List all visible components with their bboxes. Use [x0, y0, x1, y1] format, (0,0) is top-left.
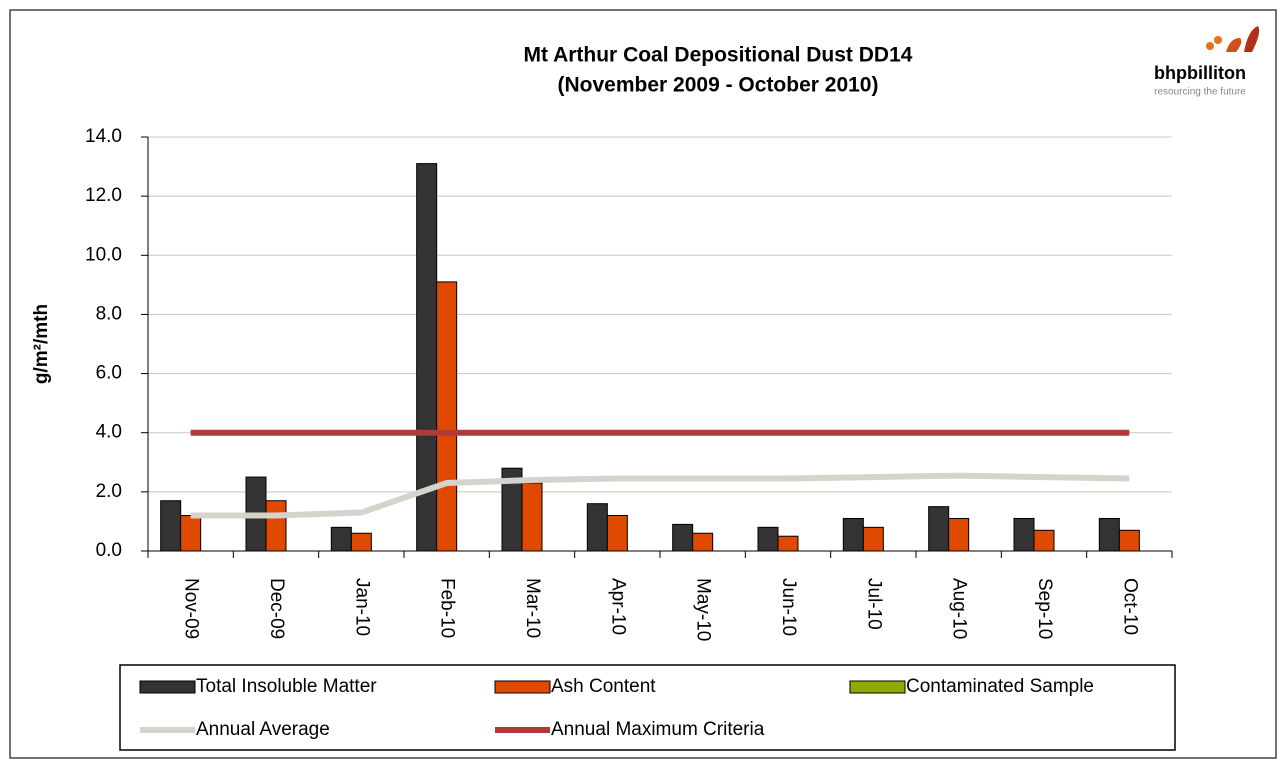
- bar: [521, 482, 543, 552]
- bar: [606, 515, 628, 552]
- y-tick-label: 4.0: [96, 422, 122, 443]
- legend: [119, 664, 1176, 751]
- bar: [672, 523, 694, 552]
- bar: [586, 503, 608, 552]
- chart-frame: [9, 9, 1277, 759]
- bar: [350, 532, 372, 552]
- legend-label: Contaminated Sample: [906, 676, 1094, 697]
- x-tick-label: Mar-10: [522, 578, 543, 638]
- bar: [842, 517, 864, 552]
- x-tick-label: May-10: [693, 578, 714, 641]
- bar: [928, 506, 950, 552]
- legend-swatch: [849, 680, 906, 694]
- legend-label: Total Insoluble Matter: [196, 676, 377, 697]
- x-tick-label: Apr-10: [607, 578, 628, 635]
- chart-title: Mt Arthur Coal Depositional Dust DD14: [524, 44, 913, 67]
- x-tick-label: Jun-10: [778, 578, 799, 636]
- bar: [862, 526, 884, 552]
- y-tick-label: 2.0: [96, 481, 122, 502]
- bar: [1033, 529, 1055, 552]
- y-tick-label: 12.0: [85, 185, 122, 206]
- legend-label: Ash Content: [551, 676, 656, 697]
- y-tick-label: 10.0: [85, 244, 122, 265]
- bar: [948, 517, 970, 552]
- logo-tagline: resourcing the future: [1154, 87, 1246, 98]
- bar: [777, 535, 799, 552]
- bar: [330, 526, 352, 552]
- x-tick-label: Nov-09: [181, 578, 202, 639]
- bar: [1013, 517, 1035, 552]
- x-tick-label: Feb-10: [437, 578, 458, 638]
- bar: [1098, 517, 1120, 552]
- y-tick-label: 14.0: [85, 126, 122, 147]
- bar: [160, 500, 182, 552]
- y-tick-label: 6.0: [96, 363, 122, 384]
- bar: [265, 500, 287, 552]
- legend-label: Annual Maximum Criteria: [551, 719, 765, 740]
- bar: [180, 515, 202, 552]
- x-tick-label: Sep-10: [1034, 578, 1055, 639]
- x-tick-label: Aug-10: [949, 578, 970, 639]
- bar: [436, 281, 458, 552]
- bar: [692, 532, 714, 552]
- bar: [757, 526, 779, 552]
- legend-label: Annual Average: [196, 719, 330, 740]
- legend-swatch: [139, 680, 196, 694]
- logo-icon: [1206, 26, 1260, 52]
- y-axis-label: g/m²/mth: [31, 304, 52, 384]
- x-tick-label: Oct-10: [1119, 578, 1140, 635]
- bar: [1118, 529, 1140, 552]
- legend-swatch: [494, 680, 551, 694]
- x-tick-label: Jul-10: [863, 578, 884, 630]
- y-tick-label: 8.0: [96, 303, 122, 324]
- x-tick-label: Jan-10: [351, 578, 372, 636]
- logo-name: bhpbilliton: [1154, 63, 1246, 83]
- y-tick-label: 0.0: [96, 540, 122, 561]
- chart-subtitle: (November 2009 - October 2010): [558, 74, 879, 97]
- line-series: [190, 472, 1130, 519]
- x-tick-label: Dec-09: [266, 578, 287, 639]
